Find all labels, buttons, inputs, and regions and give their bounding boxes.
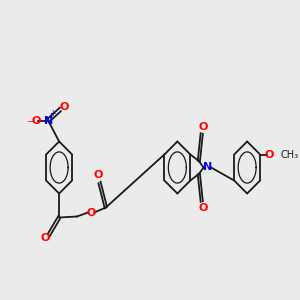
Text: CH₃: CH₃ xyxy=(280,149,298,160)
Text: O: O xyxy=(265,149,274,160)
Text: O: O xyxy=(93,170,103,181)
Text: O: O xyxy=(40,233,50,243)
Text: O: O xyxy=(31,116,40,125)
Text: N: N xyxy=(203,163,212,172)
Text: N: N xyxy=(44,116,53,125)
Text: O: O xyxy=(86,208,95,218)
Text: O: O xyxy=(59,103,69,112)
Text: O: O xyxy=(198,122,208,131)
Text: O: O xyxy=(198,203,208,214)
Text: −: − xyxy=(26,116,33,125)
Text: +: + xyxy=(49,109,56,118)
